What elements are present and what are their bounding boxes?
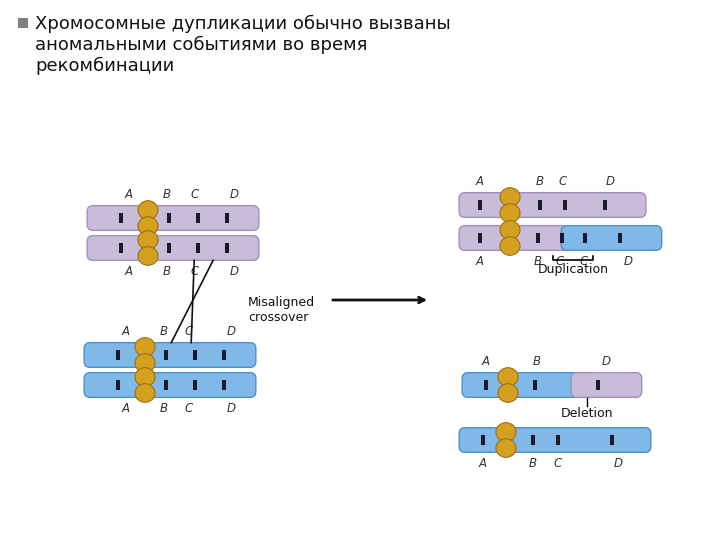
Text: D: D	[624, 255, 632, 268]
Bar	[115, 380, 120, 390]
Bar	[583, 233, 587, 244]
Ellipse shape	[500, 237, 520, 255]
Bar	[164, 380, 168, 390]
FancyBboxPatch shape	[561, 226, 662, 251]
Bar	[556, 435, 560, 446]
Bar	[478, 233, 482, 244]
FancyBboxPatch shape	[571, 373, 642, 397]
Text: C: C	[556, 255, 564, 268]
Ellipse shape	[138, 231, 158, 249]
Bar	[563, 200, 567, 210]
Text: D: D	[613, 457, 623, 470]
Ellipse shape	[500, 204, 520, 222]
Text: C: C	[559, 174, 567, 187]
Text: C: C	[185, 402, 193, 415]
Bar	[596, 380, 600, 390]
FancyBboxPatch shape	[139, 343, 256, 367]
Bar	[222, 380, 226, 390]
Bar	[115, 350, 120, 360]
Bar	[119, 242, 122, 253]
Bar	[167, 213, 171, 224]
Text: D: D	[601, 355, 611, 368]
Ellipse shape	[135, 338, 155, 356]
FancyBboxPatch shape	[87, 235, 154, 260]
Ellipse shape	[135, 354, 155, 372]
FancyBboxPatch shape	[459, 428, 651, 453]
Bar	[167, 242, 171, 253]
Ellipse shape	[500, 221, 520, 239]
FancyBboxPatch shape	[459, 226, 588, 251]
Bar	[194, 380, 197, 390]
Ellipse shape	[138, 217, 158, 235]
FancyBboxPatch shape	[459, 193, 646, 217]
Ellipse shape	[498, 384, 518, 402]
Text: A: A	[122, 325, 130, 338]
Bar	[225, 242, 229, 253]
Text: B: B	[533, 355, 541, 368]
Text: A: A	[476, 174, 484, 187]
FancyBboxPatch shape	[142, 235, 259, 260]
Bar	[119, 213, 122, 224]
Text: B: B	[536, 174, 544, 187]
Ellipse shape	[138, 247, 158, 265]
Text: C: C	[554, 457, 562, 470]
FancyBboxPatch shape	[87, 206, 154, 231]
FancyBboxPatch shape	[84, 343, 151, 367]
Ellipse shape	[496, 423, 516, 441]
Text: B: B	[160, 325, 168, 338]
Ellipse shape	[135, 384, 155, 402]
Text: B: B	[534, 255, 542, 268]
Text: A: A	[125, 265, 132, 278]
Bar	[197, 213, 200, 224]
Text: D: D	[606, 174, 614, 187]
Ellipse shape	[500, 188, 520, 206]
Text: D: D	[230, 265, 238, 278]
Bar	[484, 380, 488, 390]
Ellipse shape	[496, 438, 516, 457]
Bar	[538, 200, 542, 210]
Text: D: D	[230, 187, 238, 201]
Bar	[225, 213, 229, 224]
Bar	[222, 350, 226, 360]
Bar	[533, 380, 537, 390]
Bar	[560, 233, 564, 244]
Text: A: A	[479, 457, 487, 470]
Text: C: C	[190, 187, 198, 201]
Text: B: B	[160, 402, 168, 415]
Bar	[197, 242, 200, 253]
Text: A: A	[476, 255, 484, 268]
Text: Хромосомные дупликации обычно вызваны
аномальными событиями во время
рекомбинаци: Хромосомные дупликации обычно вызваны ан…	[35, 15, 451, 76]
Bar	[531, 435, 535, 446]
FancyBboxPatch shape	[84, 373, 151, 397]
Text: D: D	[227, 325, 235, 338]
Bar	[478, 200, 482, 210]
FancyBboxPatch shape	[142, 206, 259, 231]
Text: Deletion: Deletion	[561, 407, 613, 420]
Text: B: B	[529, 457, 537, 470]
Text: Duplication: Duplication	[538, 264, 608, 276]
Text: D: D	[227, 402, 235, 415]
Bar	[481, 435, 485, 446]
Text: C: C	[580, 255, 588, 268]
Text: B: B	[163, 265, 171, 278]
Bar	[618, 233, 622, 244]
Bar	[194, 350, 197, 360]
Text: C: C	[190, 265, 198, 278]
FancyBboxPatch shape	[139, 373, 256, 397]
Ellipse shape	[135, 368, 155, 386]
Bar	[18, 18, 28, 28]
Bar	[164, 350, 168, 360]
Text: Misaligned
crossover: Misaligned crossover	[248, 296, 315, 324]
Bar	[603, 200, 607, 210]
Text: B: B	[163, 187, 171, 201]
Ellipse shape	[138, 201, 158, 219]
Bar	[536, 233, 540, 244]
Text: A: A	[482, 355, 490, 368]
Bar	[610, 435, 614, 446]
FancyBboxPatch shape	[462, 373, 598, 397]
Text: C: C	[185, 325, 193, 338]
Text: A: A	[122, 402, 130, 415]
Text: A: A	[125, 187, 132, 201]
Ellipse shape	[498, 368, 518, 386]
